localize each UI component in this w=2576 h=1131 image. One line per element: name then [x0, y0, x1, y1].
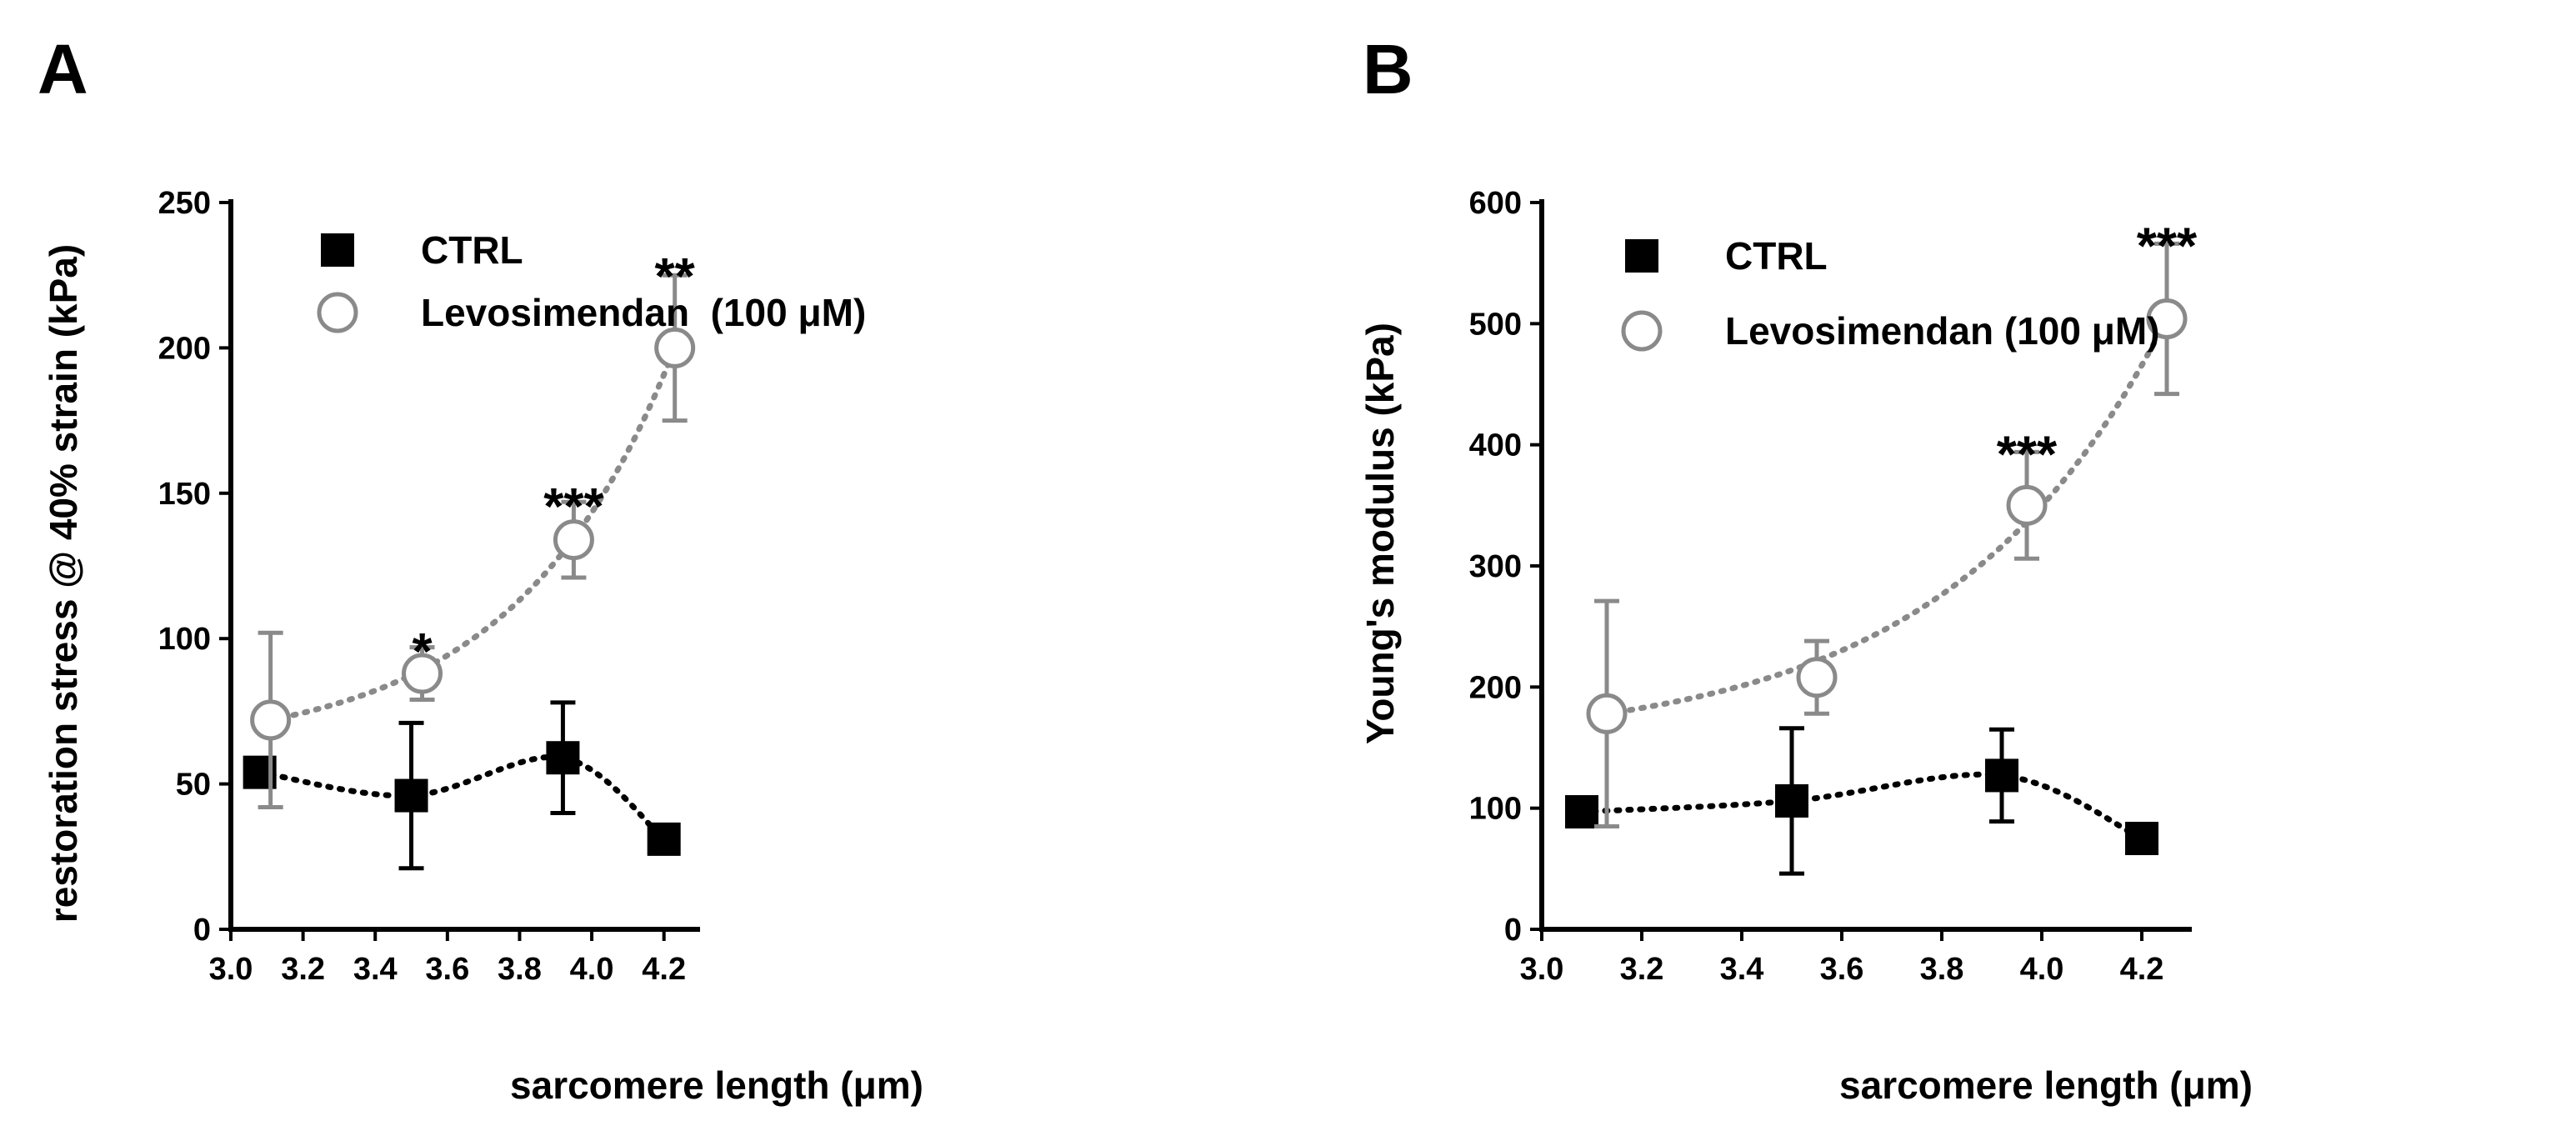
ctrl-point: [2125, 822, 2158, 855]
legend-ctrl-marker: [1625, 239, 1658, 273]
x-tick-label: 4.2: [642, 952, 686, 987]
levo-point: [1586, 693, 1628, 734]
legend-ctrl-marker: [321, 233, 354, 267]
x-tick-label: 3.4: [1720, 952, 1764, 987]
x-tick-label: 3.0: [209, 952, 253, 987]
significance-label: **: [655, 248, 696, 306]
x-tick-label: 3.8: [498, 952, 542, 987]
x-axis-title: sarcomere length (μm): [1839, 1063, 2253, 1107]
legend-ctrl-label: CTRL: [421, 228, 523, 272]
legend-levo-label: Levosimendan (100 μM): [1725, 309, 2160, 353]
y-axis-title: restoration stress @ 40% strain (kPa): [42, 244, 85, 923]
y-tick-label: 100: [1469, 792, 1522, 827]
x-tick-label: 3.6: [425, 952, 469, 987]
ctrl-trend-line: [1578, 771, 2145, 842]
levo-point: [402, 653, 443, 694]
legend-levo-marker: [1621, 310, 1663, 352]
panel-letter: A: [38, 30, 88, 108]
y-axis-title: Young's modulus (kPa): [1358, 323, 1402, 744]
y-tick-label: 250: [158, 186, 211, 221]
x-tick-label: 3.2: [281, 952, 325, 987]
y-tick-label: 0: [193, 913, 211, 948]
panel-letter: B: [1363, 30, 1413, 108]
y-tick-label: 200: [158, 331, 211, 366]
x-tick-label: 3.6: [1820, 952, 1864, 987]
x-tick-label: 4.0: [2020, 952, 2064, 987]
x-tick-label: 3.4: [353, 952, 398, 987]
y-tick-label: 50: [176, 768, 211, 803]
y-tick-label: 500: [1469, 307, 1522, 342]
levo-point: [2146, 298, 2188, 340]
ctrl-trend-line: [257, 753, 668, 843]
levo-point: [553, 519, 594, 561]
significance-label: ***: [543, 478, 604, 536]
ctrl-point: [1985, 758, 2018, 793]
legend-levo-label: Levosimendan (100 μM): [421, 291, 866, 334]
panel-a: A 3.0 3.2 3.4 3.6 3.8 4.0 4.2 0 50 100 150 200 250 sar…: [38, 30, 923, 1107]
y-tick-label: 150: [158, 477, 211, 512]
x-tick-label: 4.2: [2120, 952, 2164, 987]
levo-trend-line: [1603, 316, 2170, 717]
y-tick-label: 600: [1469, 186, 1522, 221]
y-tick-label: 400: [1469, 428, 1522, 463]
levo-point: [2006, 484, 2048, 526]
ctrl-point: [647, 822, 681, 856]
legend-levo-marker: [317, 292, 358, 333]
y-tick-label: 200: [1469, 670, 1522, 705]
y-tick-label: 0: [1504, 913, 1522, 948]
legend-ctrl-label: CTRL: [1725, 234, 1828, 278]
y-tick-label: 300: [1469, 549, 1522, 584]
significance-label: ***: [2137, 218, 2198, 276]
x-axis-title: sarcomere length (μm): [510, 1063, 923, 1107]
ctrl-point: [1565, 795, 1598, 829]
ctrl-point: [546, 741, 580, 775]
x-tick-label: 3.2: [1620, 952, 1664, 987]
ctrl-point: [394, 778, 428, 813]
significance-label: *: [412, 623, 433, 681]
levo-point: [1796, 657, 1838, 698]
y-tick-label: 100: [158, 622, 211, 657]
x-tick-label: 3.8: [1920, 952, 1964, 987]
significance-label: ***: [1997, 427, 2058, 484]
levo-trend-line: [268, 344, 678, 723]
panel-b: B 3.0 3.2 3.4 3.6 3.8 4.0 4.2 0 100 200 300 400 500 60…: [1358, 30, 2253, 1107]
ctrl-point: [1775, 783, 1808, 818]
levo-point: [654, 327, 696, 368]
levo-point: [250, 699, 292, 741]
x-tick-label: 3.0: [1520, 952, 1564, 987]
x-tick-label: 4.0: [570, 952, 614, 987]
